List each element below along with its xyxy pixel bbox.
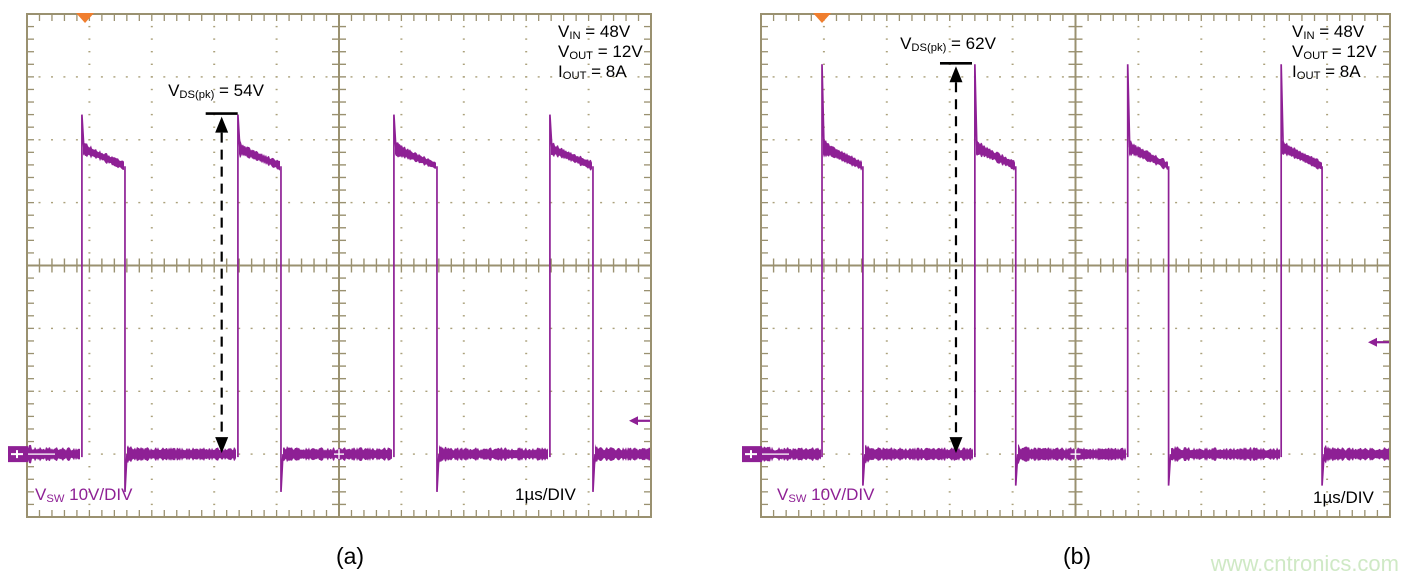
test-conditions-a: VIN = 48V VOUT = 12V IOUT = 8A bbox=[558, 22, 643, 82]
ground-marker-icon bbox=[8, 446, 55, 463]
oscilloscope-a bbox=[8, 13, 652, 518]
test-conditions-b: VIN = 48V VOUT = 12V IOUT = 8A bbox=[1292, 22, 1377, 82]
vds-peak-measure-arrow bbox=[939, 61, 972, 454]
condition-vout-b: VOUT = 12V bbox=[1292, 42, 1377, 63]
peak-annotation-b: VDS(pk) = 62V bbox=[900, 34, 996, 54]
condition-vout-a: VOUT = 12V bbox=[558, 42, 643, 63]
condition-iout-a: IOUT = 8A bbox=[558, 62, 627, 83]
trace-position-arrow-icon bbox=[629, 416, 650, 426]
center-crosshair bbox=[26, 13, 652, 518]
caption-b: (b) bbox=[1062, 543, 1092, 569]
peak-annotation-b-rest: = 62V bbox=[946, 34, 996, 53]
vsw-waveform bbox=[28, 139, 650, 465]
timebase-label-a: 1µs/DIV bbox=[515, 485, 576, 504]
oscilloscope-b bbox=[742, 13, 1391, 518]
channel-label-a: VSW 10V/DIV bbox=[35, 485, 133, 506]
watermark: www.cntronics.com bbox=[1210, 551, 1399, 576]
peak-annotation-b-sub: DS(pk) bbox=[911, 42, 947, 55]
center-crosshair bbox=[760, 13, 1391, 518]
peak-annotation-a-rest: = 54V bbox=[214, 81, 264, 100]
peak-annotation-a-sub: DS(pk) bbox=[179, 89, 215, 102]
caption-a: (a) bbox=[335, 543, 365, 569]
peak-annotation-a-base: V bbox=[168, 81, 180, 100]
trace-position-arrow-icon bbox=[1368, 337, 1389, 347]
graticule-border bbox=[26, 13, 652, 518]
channel-label-b: VSW 10V/DIV bbox=[777, 485, 875, 506]
condition-vin-a: VIN = 48V bbox=[558, 22, 631, 43]
timebase-label-b: 1µs/DIV bbox=[1313, 488, 1374, 507]
switching-edges bbox=[81, 114, 596, 492]
condition-vin-b: VIN = 48V bbox=[1292, 22, 1365, 43]
peak-annotation-a: VDS(pk) = 54V bbox=[168, 81, 264, 101]
trigger-marker-icon bbox=[76, 13, 95, 23]
ground-marker-icon bbox=[742, 446, 789, 463]
trigger-marker-icon bbox=[813, 13, 832, 23]
vds-peak-measure-arrow bbox=[205, 112, 238, 454]
condition-iout-b: IOUT = 8A bbox=[1292, 62, 1361, 83]
peak-annotation-b-base: V bbox=[900, 34, 912, 53]
switching-edges bbox=[821, 64, 1325, 486]
